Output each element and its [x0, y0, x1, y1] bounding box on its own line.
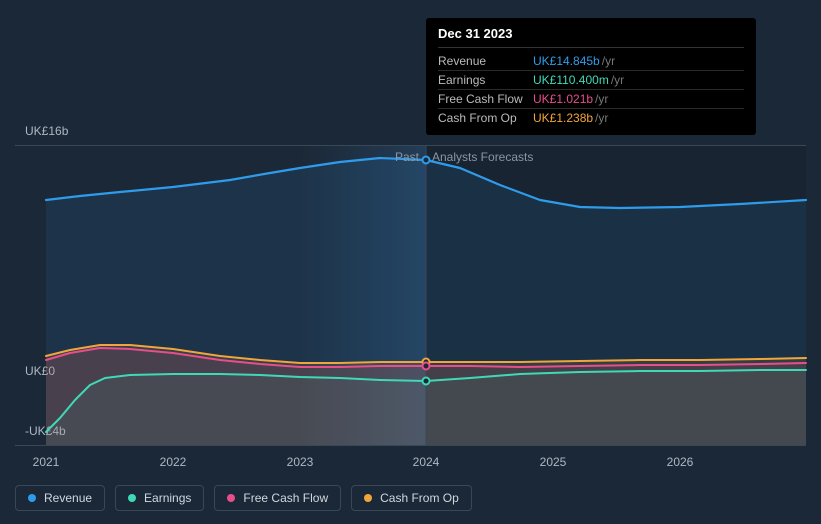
chart-tooltip: Dec 31 2023 Revenue UK£14.845b /yr Earni…	[426, 18, 756, 135]
tooltip-label: Revenue	[438, 54, 533, 68]
legend-label: Earnings	[144, 491, 191, 505]
legend: Revenue Earnings Free Cash Flow Cash Fro…	[15, 485, 472, 511]
legend-dot-icon	[227, 494, 235, 502]
legend-item-cfo[interactable]: Cash From Op	[351, 485, 472, 511]
tooltip-value: UK£1.238b	[533, 111, 593, 125]
legend-dot-icon	[28, 494, 36, 502]
series-marker-free_cash_flow	[422, 362, 431, 371]
financials-chart: UK£16b UK£0 -UK£4b Past Analysts Forecas…	[0, 0, 821, 524]
tooltip-row-earnings: Earnings UK£110.400m /yr	[438, 71, 744, 90]
tooltip-row-cfo: Cash From Op UK£1.238b /yr	[438, 109, 744, 127]
tooltip-unit: /yr	[595, 111, 608, 125]
tooltip-value: UK£1.021b	[533, 92, 593, 106]
tooltip-row-revenue: Revenue UK£14.845b /yr	[438, 52, 744, 71]
legend-dot-icon	[128, 494, 136, 502]
x-tick-label: 2025	[540, 455, 567, 469]
tooltip-label: Free Cash Flow	[438, 92, 533, 106]
legend-item-earnings[interactable]: Earnings	[115, 485, 204, 511]
tooltip-title: Dec 31 2023	[438, 26, 744, 48]
legend-item-revenue[interactable]: Revenue	[15, 485, 105, 511]
tooltip-unit: /yr	[602, 54, 615, 68]
series-marker-earnings	[422, 377, 431, 386]
legend-label: Cash From Op	[380, 491, 459, 505]
past-label: Past	[395, 150, 419, 164]
legend-item-fcf[interactable]: Free Cash Flow	[214, 485, 341, 511]
tooltip-value: UK£110.400m	[533, 73, 609, 87]
legend-label: Free Cash Flow	[243, 491, 328, 505]
legend-label: Revenue	[44, 491, 92, 505]
x-tick-label: 2026	[667, 455, 694, 469]
tooltip-unit: /yr	[595, 92, 608, 106]
tooltip-row-fcf: Free Cash Flow UK£1.021b /yr	[438, 90, 744, 109]
tooltip-label: Cash From Op	[438, 111, 533, 125]
x-tick-label: 2021	[33, 455, 60, 469]
tooltip-label: Earnings	[438, 73, 533, 87]
x-tick-label: 2023	[287, 455, 314, 469]
legend-dot-icon	[364, 494, 372, 502]
tooltip-unit: /yr	[611, 73, 624, 87]
tooltip-value: UK£14.845b	[533, 54, 600, 68]
forecast-label: Analysts Forecasts	[432, 150, 533, 164]
x-tick-label: 2022	[160, 455, 187, 469]
x-tick-label: 2024	[413, 455, 440, 469]
series-marker-revenue	[422, 156, 431, 165]
